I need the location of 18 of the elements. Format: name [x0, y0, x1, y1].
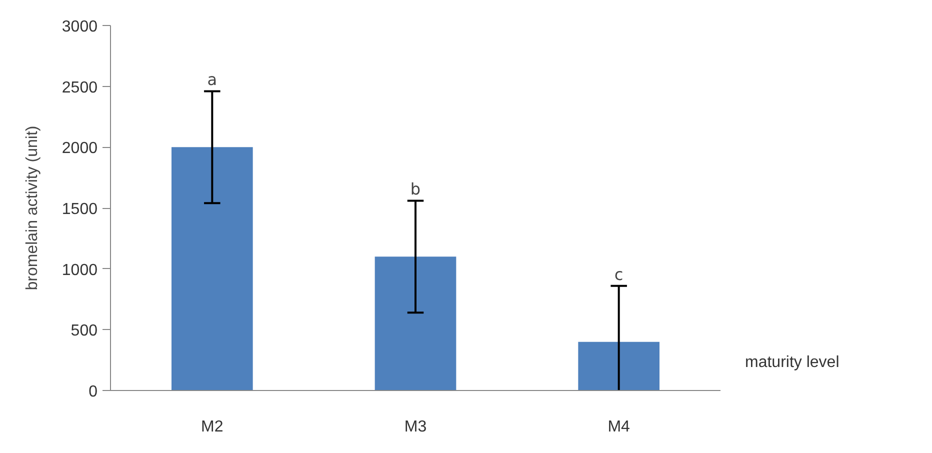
x-tick-label: M4	[608, 418, 630, 436]
bar	[374, 256, 456, 390]
x-tick-label: M2	[201, 418, 224, 436]
bar	[578, 342, 660, 390]
y-tick-label: 0	[88, 384, 98, 400]
x-axis-title: maturity level	[745, 353, 840, 373]
y-tick-label: 2000	[62, 140, 98, 158]
y-axis-title: bromelain activity (unit)	[24, 126, 41, 290]
y-tick-label: 500	[70, 322, 98, 340]
annotation: b	[410, 180, 421, 199]
annotation: c	[614, 264, 624, 284]
y-tick-label: 1500	[62, 201, 98, 218]
y-tick-label: 2500	[62, 79, 98, 96]
annotation: a	[207, 70, 218, 90]
y-tick-label: 1000	[62, 262, 98, 279]
y-tick-label: 3000	[62, 18, 98, 36]
x-tick-label: M3	[404, 418, 427, 436]
bar	[172, 147, 253, 390]
